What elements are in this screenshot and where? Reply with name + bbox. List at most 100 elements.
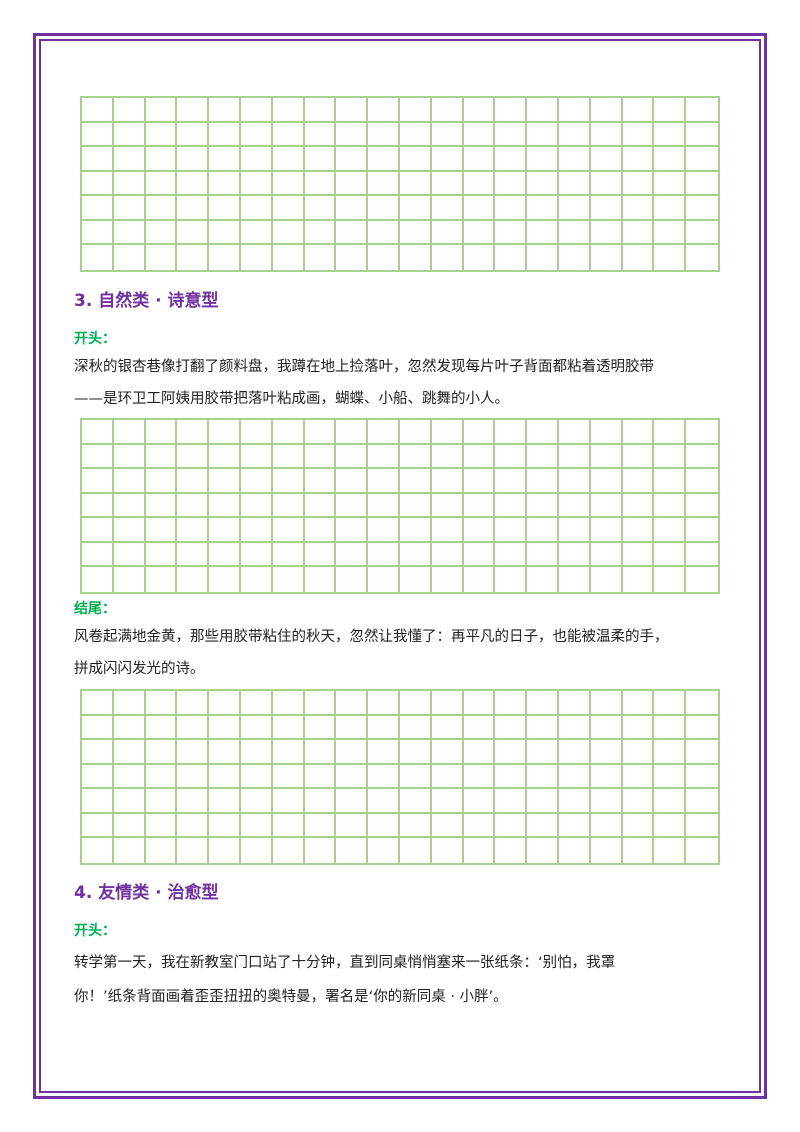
grid-cell xyxy=(368,196,400,221)
grid-cell xyxy=(304,444,337,470)
grid-cell xyxy=(463,469,496,494)
grid-cell xyxy=(305,838,337,863)
grid-cell xyxy=(463,715,496,741)
grid-cell xyxy=(177,420,210,445)
grid-cell xyxy=(399,518,432,543)
grid-cell xyxy=(686,221,718,246)
grid-cell xyxy=(431,764,464,790)
grid-cell xyxy=(272,789,305,814)
grid-cell xyxy=(145,764,178,790)
grid-cell xyxy=(209,98,241,123)
grid-cell xyxy=(209,196,241,221)
grid-cell xyxy=(590,147,623,172)
grid-cell xyxy=(177,567,210,592)
grid-cell xyxy=(177,98,210,123)
grid-cell xyxy=(686,518,718,543)
grid-cell xyxy=(368,518,400,543)
grid-cell xyxy=(113,220,146,246)
grid-cell xyxy=(82,220,114,246)
grid-cell xyxy=(82,420,114,445)
grid-cell xyxy=(527,715,559,741)
grid-cell xyxy=(272,542,305,568)
grid-cell xyxy=(177,542,210,568)
grid-cell xyxy=(240,493,273,519)
grid-cell xyxy=(527,469,559,494)
grid-cell xyxy=(495,518,528,543)
grid-cell xyxy=(113,469,146,494)
grid-cell xyxy=(114,567,146,592)
grid-cell xyxy=(558,171,591,197)
grid-cell xyxy=(82,542,114,568)
grid-cell xyxy=(209,444,241,470)
grid-cell xyxy=(336,245,369,270)
grid-cell xyxy=(463,196,496,221)
grid-cell xyxy=(177,469,210,494)
grid-cell xyxy=(431,147,464,172)
grid-cell xyxy=(272,715,305,741)
grid-cell xyxy=(590,740,623,765)
section-3-ending-line-2: 拼成闪闪发光的诗。 xyxy=(74,661,205,677)
grid-cell xyxy=(558,542,591,568)
grid-cell xyxy=(654,147,687,172)
grid-cell xyxy=(272,764,305,790)
grid-cell xyxy=(654,420,687,445)
grid-cell xyxy=(272,493,305,519)
grid-cell xyxy=(558,691,591,716)
grid-cell xyxy=(146,245,178,270)
grid-cell xyxy=(558,715,591,741)
grid-cell xyxy=(272,740,305,765)
grid-cell xyxy=(431,220,464,246)
grid-cell xyxy=(82,98,114,123)
grid-cell xyxy=(654,122,687,148)
grid-cell xyxy=(177,493,210,519)
grid-cell xyxy=(463,764,496,790)
grid-cell xyxy=(241,245,273,270)
grid-cell xyxy=(304,220,337,246)
grid-cell xyxy=(527,122,559,148)
grid-cell xyxy=(464,838,496,863)
grid-cell xyxy=(209,691,241,716)
grid-cell xyxy=(431,122,464,148)
grid-cell xyxy=(368,813,400,839)
grid-cell xyxy=(209,789,241,814)
grid-cell xyxy=(399,764,432,790)
grid-cell xyxy=(463,220,496,246)
grid-cell xyxy=(209,567,241,592)
grid-cell xyxy=(463,740,496,765)
grid-cell xyxy=(463,691,496,716)
grid-cell xyxy=(431,740,464,765)
grid-cell xyxy=(368,691,400,716)
grid-cell xyxy=(336,171,369,197)
grid-cell xyxy=(272,444,305,470)
grid-cell xyxy=(177,147,210,172)
grid-cell xyxy=(240,813,273,839)
grid-cell xyxy=(495,245,528,270)
grid-cell xyxy=(495,122,528,148)
grid-cell xyxy=(399,220,432,246)
grid-cell xyxy=(272,147,305,172)
grid-cell xyxy=(368,147,400,172)
grid-cell xyxy=(654,171,687,197)
grid-cell xyxy=(399,122,432,148)
grid-cell xyxy=(654,469,687,494)
grid-cell xyxy=(464,567,496,592)
grid-cell xyxy=(304,469,337,494)
writing-grid-1 xyxy=(80,96,720,272)
grid-cell xyxy=(527,98,559,123)
grid-cell xyxy=(209,740,241,765)
grid-cell xyxy=(495,444,528,470)
section-4-opening-line-2: 你！’纸条背面画着歪歪扭扭的奥特曼，署名是‘你的新同桌 · 小胖’。 xyxy=(74,989,508,1005)
grid-cell xyxy=(654,691,687,716)
grid-cell xyxy=(431,493,464,519)
grid-cell xyxy=(495,789,528,814)
grid-cell xyxy=(622,764,655,790)
grid-cell xyxy=(558,220,591,246)
grid-cell xyxy=(177,220,210,246)
grid-cell xyxy=(527,245,559,270)
grid-cell xyxy=(336,469,369,494)
grid-cell xyxy=(113,813,146,839)
grid-cell xyxy=(82,715,114,741)
writing-grid-3 xyxy=(80,689,720,865)
grid-cell xyxy=(590,122,623,148)
grid-cell xyxy=(113,740,146,765)
